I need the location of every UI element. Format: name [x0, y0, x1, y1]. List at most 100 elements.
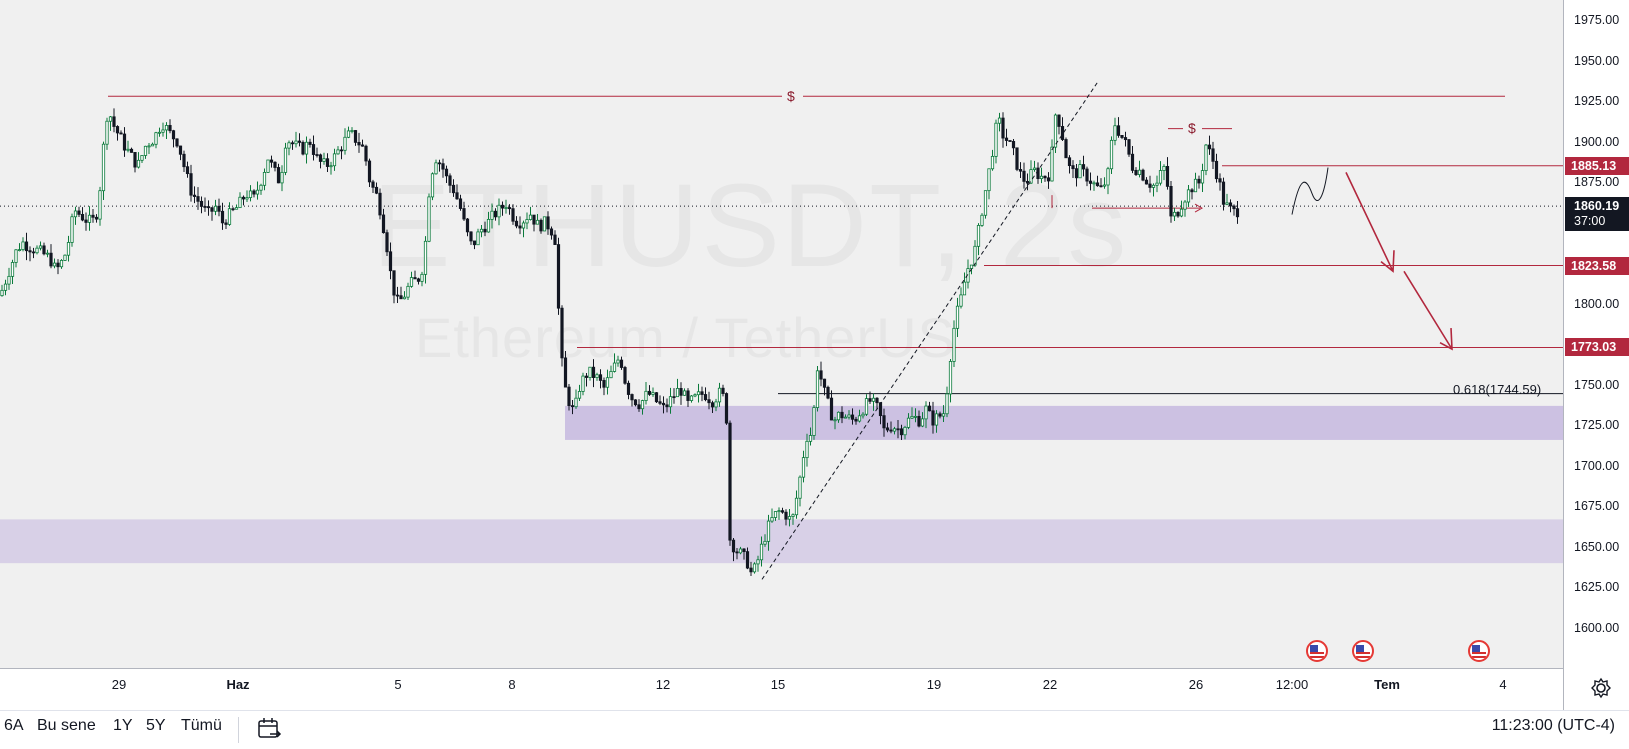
range-button-ytd[interactable]: Bu sene [37, 717, 96, 734]
candle [224, 219, 228, 229]
candle [276, 163, 281, 184]
candle [420, 271, 424, 287]
candle [1067, 155, 1072, 174]
y-tick-label: 1975.00 [1574, 13, 1620, 27]
candle [98, 186, 102, 226]
candle [178, 145, 183, 161]
candle [231, 207, 235, 212]
candle [1207, 135, 1212, 155]
x-tick-label: 22 [1042, 677, 1058, 692]
settings-icon[interactable] [1589, 676, 1613, 700]
range-button-1y[interactable]: 1Y [113, 717, 133, 734]
candle [1172, 207, 1177, 221]
candle [273, 161, 277, 172]
candle [1211, 141, 1215, 170]
candle [388, 242, 393, 280]
candle [616, 355, 620, 367]
candle [248, 185, 253, 202]
range-button-6a[interactable]: 6A [4, 717, 24, 734]
candle [931, 401, 935, 434]
candle [255, 181, 260, 200]
candle [535, 213, 540, 225]
trend-line [761, 81, 1099, 580]
chart-area[interactable]: ETHUSDT, 2s Ethereum / TetherUS 0.618(17… [0, 0, 1564, 668]
candle [1029, 160, 1033, 184]
candle [952, 320, 956, 368]
candle [115, 125, 120, 141]
candle [892, 426, 897, 435]
us-flag-icon[interactable] [1468, 640, 1490, 662]
candle [1197, 175, 1201, 189]
candle [84, 212, 88, 231]
candle [1123, 131, 1128, 147]
candle [430, 172, 435, 201]
fib-level-label: 0.618(1744.59) [1453, 382, 1542, 397]
candle [1169, 180, 1173, 223]
candle [1102, 177, 1107, 189]
candle [357, 132, 361, 153]
price-axis[interactable]: 1975.001950.001925.001900.001875.001850.… [1563, 0, 1629, 710]
us-flag-icon[interactable] [1352, 640, 1374, 662]
candle [857, 409, 862, 423]
candle [836, 411, 841, 423]
candle [283, 142, 288, 176]
candle [280, 165, 284, 192]
range-button-all[interactable]: Tümü [181, 717, 222, 734]
candle [1043, 175, 1047, 182]
candle [1179, 200, 1184, 218]
candle [889, 421, 893, 434]
candle [966, 259, 970, 289]
range-button-5y[interactable]: 5Y [146, 717, 166, 734]
candle [1193, 172, 1198, 193]
candle [980, 213, 984, 227]
y-tick-label: 1900.00 [1574, 134, 1620, 149]
candle [1141, 168, 1145, 182]
candle [738, 546, 743, 555]
price-chart[interactable] [0, 0, 1564, 668]
candle [546, 211, 550, 235]
candle [220, 202, 225, 230]
candle [444, 165, 449, 184]
candle [994, 119, 998, 164]
calendar-icon[interactable] [256, 716, 282, 742]
candle [595, 372, 599, 381]
candle [1074, 163, 1079, 187]
candle [409, 271, 414, 288]
candle [3, 279, 8, 296]
candle [962, 272, 967, 296]
candle [1151, 183, 1156, 197]
x-tick-label: 4 [1499, 677, 1507, 692]
x-tick-label: 26 [1188, 677, 1204, 692]
candle [1099, 178, 1103, 188]
candle [1092, 180, 1096, 191]
candle [497, 198, 501, 226]
x-tick-label: 19 [926, 677, 942, 692]
candle [395, 286, 400, 304]
candle [976, 223, 981, 256]
candle [871, 393, 876, 411]
candle [630, 393, 634, 407]
sweep-arrow [1194, 203, 1204, 213]
candle [1008, 140, 1012, 142]
candle [112, 108, 116, 133]
candle [864, 394, 869, 416]
candle [1200, 163, 1205, 193]
time-axis[interactable]: 29 Haz 5 8 12 15 19 22 26 12:00 Tem 4 [0, 668, 1563, 711]
timezone-clock[interactable]: 11:23:00 (UTC-4) [1491, 717, 1615, 734]
candle [157, 127, 162, 137]
candle [532, 214, 536, 232]
candle [829, 390, 834, 421]
candle [924, 401, 928, 429]
candle [504, 199, 508, 214]
candle [1036, 162, 1040, 184]
y-tick-label: 1925.00 [1574, 94, 1620, 109]
candle [745, 547, 750, 570]
candle [1001, 112, 1005, 148]
candle [721, 384, 725, 397]
us-flag-icon[interactable] [1306, 640, 1328, 662]
candle [1106, 166, 1110, 195]
candle [290, 140, 295, 150]
x-tick-label: 5 [394, 677, 402, 692]
candle [735, 547, 739, 560]
candle [21, 237, 25, 252]
